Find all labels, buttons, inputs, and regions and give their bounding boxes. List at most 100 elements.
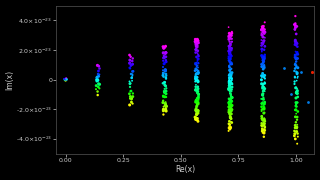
Point — [193, 44, 198, 47]
Point — [195, 76, 200, 79]
Point — [261, 41, 266, 44]
Point — [293, 104, 298, 107]
Point — [294, 72, 300, 75]
Point — [293, 124, 298, 127]
Point — [260, 42, 266, 45]
Point — [292, 23, 297, 26]
Point — [194, 91, 199, 94]
Point — [229, 32, 234, 35]
Point — [259, 63, 264, 66]
Point — [161, 46, 166, 49]
Point — [161, 90, 166, 93]
Point — [298, 71, 303, 74]
Point — [226, 103, 231, 106]
Point — [228, 126, 234, 129]
Point — [262, 66, 267, 69]
Point — [261, 118, 267, 121]
Point — [260, 93, 265, 96]
Point — [229, 63, 234, 66]
Point — [226, 26, 231, 29]
Point — [193, 118, 198, 121]
Point — [194, 110, 199, 113]
Point — [228, 128, 233, 131]
Point — [226, 50, 231, 53]
Point — [193, 42, 198, 45]
Point — [229, 67, 234, 70]
Point — [130, 92, 135, 95]
Point — [227, 51, 232, 54]
Point — [292, 28, 298, 31]
Point — [294, 58, 299, 60]
Point — [260, 94, 265, 97]
Point — [196, 72, 201, 75]
Point — [226, 87, 231, 90]
Point — [229, 95, 234, 98]
Point — [130, 63, 135, 66]
Point — [161, 94, 166, 97]
Point — [226, 122, 231, 125]
Point — [195, 42, 200, 45]
Point — [228, 33, 233, 36]
Point — [193, 108, 198, 111]
Point — [193, 117, 198, 120]
Point — [259, 78, 264, 81]
Point — [95, 94, 100, 96]
Point — [228, 126, 233, 129]
Point — [193, 89, 198, 92]
Point — [161, 55, 166, 57]
Point — [227, 60, 232, 63]
Point — [229, 63, 235, 66]
Point — [196, 53, 201, 56]
Point — [161, 52, 166, 55]
Point — [195, 40, 200, 43]
Point — [229, 88, 234, 91]
Point — [227, 83, 232, 86]
Point — [260, 27, 265, 30]
Point — [227, 36, 232, 39]
Point — [294, 105, 299, 108]
Point — [160, 69, 165, 72]
Point — [160, 74, 165, 77]
Point — [293, 108, 299, 111]
Point — [228, 53, 233, 56]
Point — [195, 52, 200, 55]
Point — [295, 66, 300, 69]
Point — [193, 116, 198, 119]
Point — [129, 100, 134, 103]
Point — [259, 102, 264, 105]
Point — [195, 111, 200, 114]
Point — [262, 122, 267, 125]
Point — [161, 99, 166, 102]
Point — [261, 30, 266, 32]
Point — [261, 131, 267, 134]
Point — [95, 64, 100, 67]
Point — [95, 79, 100, 82]
Point — [194, 106, 199, 109]
Point — [260, 26, 266, 29]
Point — [193, 87, 198, 90]
Point — [193, 48, 198, 51]
Point — [262, 101, 267, 104]
Point — [163, 84, 168, 87]
Point — [95, 76, 100, 79]
Point — [261, 86, 266, 89]
Point — [259, 76, 264, 78]
Point — [128, 82, 133, 85]
Point — [194, 44, 199, 47]
Point — [292, 129, 297, 132]
Point — [194, 76, 199, 79]
Point — [260, 98, 265, 101]
Point — [228, 49, 233, 52]
Point — [196, 69, 201, 72]
Point — [259, 124, 264, 127]
Point — [262, 102, 267, 105]
Point — [195, 81, 200, 84]
Point — [294, 53, 300, 55]
Point — [163, 103, 168, 106]
Point — [228, 88, 233, 91]
Point — [163, 73, 168, 75]
Point — [293, 96, 299, 99]
Point — [196, 71, 201, 74]
Point — [162, 69, 167, 72]
Point — [259, 25, 264, 28]
